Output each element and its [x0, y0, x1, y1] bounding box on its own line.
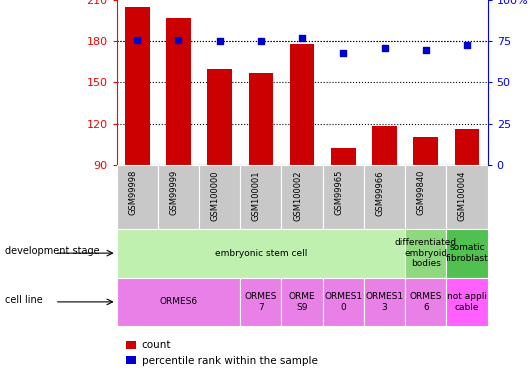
Bar [158, 165, 199, 229]
Bar [240, 165, 281, 229]
Bar [446, 278, 488, 326]
Text: development stage: development stage [5, 246, 100, 256]
Point [381, 45, 389, 51]
Text: not appli
cable: not appli cable [447, 292, 487, 312]
Text: cell line: cell line [5, 295, 43, 305]
Bar [364, 278, 405, 326]
Bar [413, 138, 438, 165]
Bar [249, 73, 273, 165]
Bar [372, 126, 397, 165]
Text: ORME
S9: ORME S9 [289, 292, 315, 312]
Bar [117, 229, 405, 278]
Point [339, 50, 348, 56]
Bar [323, 278, 364, 326]
Bar [446, 229, 488, 278]
Text: GSM99966: GSM99966 [376, 170, 385, 216]
Text: GSM99840: GSM99840 [417, 170, 426, 216]
Legend: count, percentile rank within the sample: count, percentile rank within the sample [122, 336, 322, 370]
Point [257, 38, 265, 44]
Bar [207, 69, 232, 165]
Point [133, 37, 142, 43]
Bar [117, 165, 158, 229]
Bar [125, 7, 149, 165]
Text: GSM99999: GSM99999 [170, 170, 179, 215]
Point [298, 35, 306, 41]
Bar [117, 278, 240, 326]
Point [463, 42, 471, 48]
Text: differentiated
embryoid
bodies: differentiated embryoid bodies [395, 238, 457, 268]
Text: ORMES1
0: ORMES1 0 [324, 292, 363, 312]
Text: GSM100001: GSM100001 [252, 170, 261, 220]
Bar [446, 165, 488, 229]
Bar [199, 165, 240, 229]
Bar [331, 148, 356, 165]
Text: ORMES
6: ORMES 6 [410, 292, 442, 312]
Bar [281, 165, 323, 229]
Text: GSM100000: GSM100000 [210, 170, 219, 220]
Bar [405, 229, 446, 278]
Bar [405, 165, 446, 229]
Text: somatic
fibroblast: somatic fibroblast [446, 243, 488, 263]
Text: embryonic stem cell: embryonic stem cell [215, 249, 307, 258]
Bar [166, 18, 191, 165]
Bar [240, 278, 281, 326]
Text: GSM100002: GSM100002 [293, 170, 302, 220]
Bar [281, 278, 323, 326]
Point [421, 46, 430, 53]
Bar [323, 165, 364, 229]
Point [174, 37, 183, 43]
Point [215, 38, 224, 44]
Bar [364, 165, 405, 229]
Text: GSM99998: GSM99998 [128, 170, 137, 216]
Text: GSM99965: GSM99965 [334, 170, 343, 216]
Bar [405, 278, 446, 326]
Bar [290, 44, 314, 165]
Text: ORMES
7: ORMES 7 [245, 292, 277, 312]
Text: ORMES1
3: ORMES1 3 [366, 292, 404, 312]
Text: GSM100004: GSM100004 [458, 170, 467, 220]
Text: ORMES6: ORMES6 [160, 297, 198, 306]
Bar [455, 129, 479, 165]
